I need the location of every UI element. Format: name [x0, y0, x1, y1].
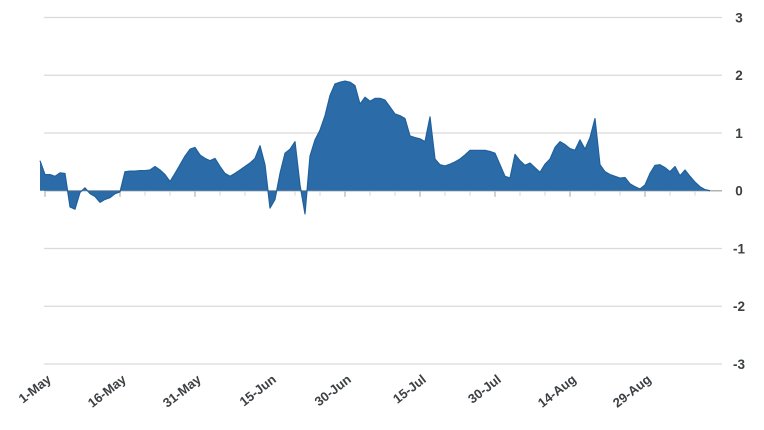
y-tick-label: 0 [735, 184, 743, 199]
y-tick-label: 2 [735, 68, 743, 83]
area-series [40, 81, 710, 214]
y-tick-label: -1 [733, 241, 745, 256]
y-tick-label: -3 [733, 357, 745, 372]
series-line [39, 80, 711, 215]
y-tick-label: 3 [735, 10, 743, 25]
y-tick-label: -2 [733, 299, 745, 314]
y-tick-label: 1 [735, 126, 743, 141]
